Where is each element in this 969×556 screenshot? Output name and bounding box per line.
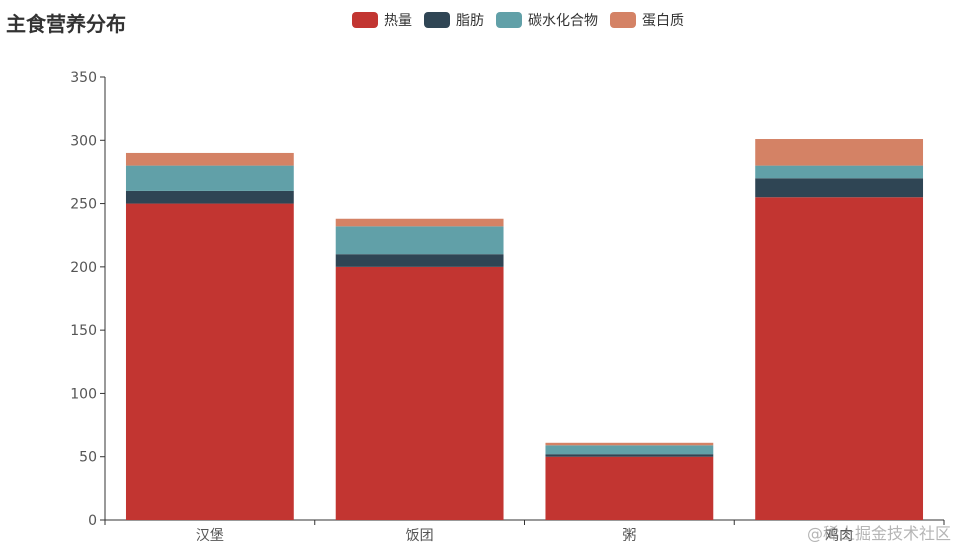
bar-segment (335, 266, 504, 520)
legend-label: 热量 (384, 13, 412, 29)
bar-segment (125, 190, 294, 204)
legend-item[interactable]: 碳水化合物 (496, 10, 598, 30)
legend-label: 蛋白质 (642, 13, 684, 29)
legend-item[interactable]: 热量 (352, 10, 412, 30)
x-tick-label: 汉堡 (196, 528, 224, 544)
legend-label: 脂肪 (456, 13, 484, 29)
y-tick-label: 300 (70, 133, 97, 149)
legend-swatch (424, 12, 450, 28)
bar-segment (545, 442, 714, 446)
chart-title: 主食营养分布 (6, 12, 126, 36)
bar-segment (755, 165, 924, 179)
legend-item[interactable]: 脂肪 (424, 10, 484, 30)
legend-label: 碳水化合物 (528, 13, 598, 29)
legend-swatch (352, 12, 378, 28)
bar-segment (125, 165, 294, 191)
y-tick-label: 250 (70, 197, 97, 213)
y-tick-label: 350 (70, 70, 97, 86)
bar-segment (755, 197, 924, 520)
legend-swatch (496, 12, 522, 28)
y-tick-label: 150 (70, 323, 97, 339)
legend-item[interactable]: 蛋白质 (610, 10, 684, 30)
bar-segment (545, 445, 714, 455)
bar-segment (755, 139, 924, 166)
y-tick-label: 100 (70, 386, 97, 402)
watermark: @稀土掘金技术社区 (806, 524, 951, 543)
bar-segment (545, 456, 714, 520)
x-tick-label: 粥 (622, 527, 636, 544)
y-tick-label: 0 (88, 513, 97, 529)
x-tick-label: 鸡肉 (825, 527, 853, 544)
legend: 热量 脂肪 碳水化合物 蛋白质 (352, 10, 684, 30)
legend-swatch (610, 12, 636, 28)
bar-segment (335, 218, 504, 227)
bar-segment (545, 454, 714, 457)
bar-segment (755, 178, 924, 198)
bar-segment (335, 254, 504, 267)
y-tick-label: 50 (79, 450, 97, 466)
bar-segment (125, 203, 294, 521)
x-tick-label: 饭团 (406, 528, 434, 544)
bar-segment (335, 226, 504, 255)
bar-segment (125, 152, 294, 166)
y-tick-label: 200 (70, 260, 97, 276)
